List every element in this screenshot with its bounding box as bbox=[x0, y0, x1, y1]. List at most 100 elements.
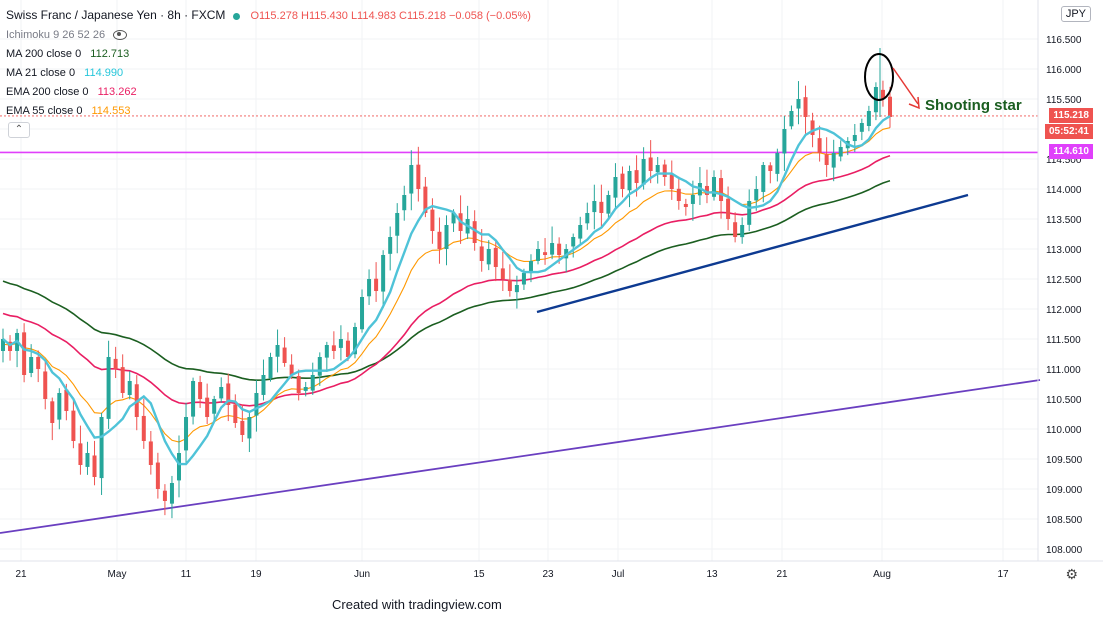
candle-body bbox=[521, 273, 526, 285]
candle-body bbox=[838, 147, 843, 157]
price-tick-label: 110.000 bbox=[1046, 425, 1082, 436]
candle-body bbox=[704, 185, 709, 195]
candle-body bbox=[148, 441, 153, 465]
candle-body bbox=[338, 339, 343, 348]
time-tick-label: 17 bbox=[997, 569, 1009, 580]
candle-body bbox=[761, 165, 766, 192]
candle-body bbox=[747, 201, 752, 225]
candle-body bbox=[620, 173, 625, 189]
time-tick-label: May bbox=[108, 569, 127, 580]
time-tick-label: 11 bbox=[181, 569, 192, 580]
candle-body bbox=[416, 164, 421, 189]
collapse-legend-button[interactable]: ⌃ bbox=[8, 122, 30, 138]
candle-body bbox=[817, 138, 822, 153]
candle-body bbox=[282, 347, 287, 363]
time-tick-label: 21 bbox=[776, 569, 788, 580]
last-price-tag: 115.218 bbox=[1049, 107, 1093, 123]
candle-body bbox=[36, 357, 41, 369]
annotation-arrowhead bbox=[908, 96, 920, 110]
candle-body bbox=[184, 417, 189, 451]
candle-body bbox=[493, 247, 498, 267]
candle-body bbox=[296, 376, 301, 393]
candle-body bbox=[578, 225, 583, 239]
price-tick-label: 114.000 bbox=[1046, 185, 1082, 196]
candle-body bbox=[669, 174, 674, 189]
candle-body bbox=[500, 268, 505, 279]
time-tick-label: 13 bbox=[706, 569, 718, 580]
candle-body bbox=[775, 153, 780, 174]
candle-body bbox=[613, 177, 618, 198]
candle-body bbox=[381, 255, 386, 292]
time-tick-label: 15 bbox=[473, 569, 485, 580]
candles bbox=[1, 48, 892, 519]
candle-body bbox=[719, 178, 724, 201]
indicator-ema200[interactable]: EMA 200 close 0 113.262 bbox=[6, 83, 531, 102]
candle-body bbox=[712, 177, 717, 197]
indicator-ma21[interactable]: MA 21 close 0 114.990 bbox=[6, 64, 531, 83]
candle-body bbox=[824, 154, 829, 165]
candle-body bbox=[240, 420, 245, 435]
time-tick-label: Jul bbox=[612, 569, 625, 580]
candle-body bbox=[155, 462, 160, 489]
candle-body bbox=[557, 243, 562, 255]
candle-body bbox=[782, 129, 787, 154]
ohlc-values: O115.278 H115.430 L114.983 C115.218 −0.0… bbox=[250, 10, 531, 22]
candle-body bbox=[29, 357, 34, 373]
price-tick-label: 116.000 bbox=[1046, 65, 1082, 76]
candle-body bbox=[198, 382, 203, 399]
time-axis: 21 May 11 19 Jun 15 23 Jul 13 21 Aug 17 bbox=[15, 569, 1009, 580]
candle-body bbox=[317, 357, 322, 376]
candle-body bbox=[388, 237, 393, 254]
price-tick-label: 113.500 bbox=[1046, 215, 1082, 226]
ema200-line bbox=[2, 154, 891, 407]
candle-body bbox=[592, 201, 597, 213]
candle-body bbox=[676, 188, 681, 201]
shooting-star-circle bbox=[864, 53, 894, 101]
price-tick-label: 109.000 bbox=[1046, 485, 1083, 496]
candle-body bbox=[437, 231, 442, 249]
price-tick-label: 110.500 bbox=[1046, 395, 1082, 406]
candle-body bbox=[247, 417, 252, 439]
candle-body bbox=[831, 153, 836, 168]
legend-title-row: Swiss Franc / Japanese Yen · 8h · FXCM O1… bbox=[6, 6, 531, 26]
indicator-value: 114.990 bbox=[84, 67, 124, 79]
price-tick-label: 113.000 bbox=[1046, 245, 1082, 256]
candle-body bbox=[71, 410, 76, 441]
price-tick-label: 109.500 bbox=[1046, 455, 1083, 466]
candle-body bbox=[641, 159, 646, 185]
price-tick-label: 112.000 bbox=[1046, 305, 1082, 316]
candle-body bbox=[655, 165, 660, 173]
candle-body bbox=[536, 249, 541, 261]
indicator-ema55[interactable]: EMA 55 close 0 114.553 bbox=[6, 102, 531, 121]
grid bbox=[0, 0, 1038, 561]
candle-body bbox=[212, 399, 217, 414]
indicator-ichimoku[interactable]: Ichimoku 9 26 52 26 bbox=[6, 26, 531, 45]
candle-body bbox=[803, 97, 808, 117]
level-price-tag: 114.610 bbox=[1049, 144, 1093, 160]
candle-body bbox=[226, 383, 231, 405]
candle-body bbox=[514, 285, 519, 293]
candle-body bbox=[472, 221, 477, 243]
currency-button[interactable]: JPY bbox=[1060, 6, 1091, 22]
candle-body bbox=[726, 198, 731, 219]
legend: Swiss Franc / Japanese Yen · 8h · FXCM O1… bbox=[6, 6, 531, 121]
candle-body bbox=[303, 387, 308, 391]
candle-body bbox=[92, 455, 97, 477]
candle-body bbox=[331, 345, 336, 351]
candle-body bbox=[733, 222, 738, 237]
candle-body bbox=[8, 341, 13, 351]
symbol-title[interactable]: Swiss Franc / Japanese Yen · 8h · FXCM bbox=[6, 8, 226, 22]
indicator-ma200[interactable]: MA 200 close 0 112.713 bbox=[6, 45, 531, 64]
candle-body bbox=[85, 453, 90, 467]
settings-gear-icon[interactable]: ⚙ bbox=[1065, 566, 1078, 582]
candle-body bbox=[606, 195, 611, 214]
candle-body bbox=[627, 171, 632, 191]
eye-hidden-icon[interactable] bbox=[113, 30, 128, 41]
candle-body bbox=[176, 453, 181, 481]
candle-body bbox=[191, 381, 196, 417]
candle-body bbox=[345, 340, 350, 357]
candle-body bbox=[648, 157, 653, 171]
indicator-value: 112.713 bbox=[90, 48, 130, 60]
candle-body bbox=[409, 165, 414, 194]
